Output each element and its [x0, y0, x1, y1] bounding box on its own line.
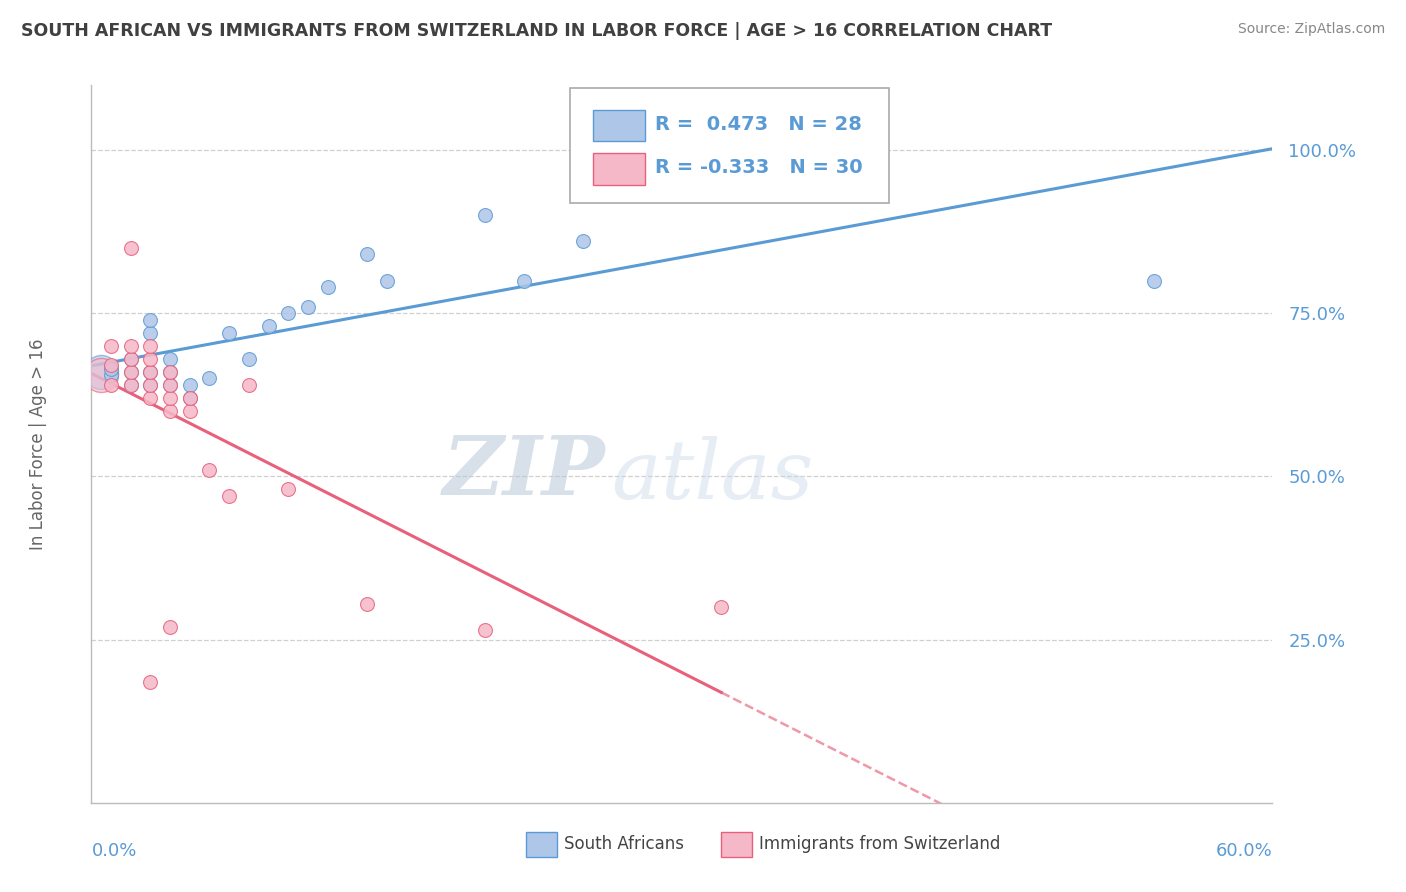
- Text: R =  0.473   N = 28: R = 0.473 N = 28: [655, 115, 862, 134]
- Point: [139, 378, 162, 392]
- Point: [120, 378, 142, 392]
- Point: [179, 378, 201, 392]
- Point: [159, 391, 181, 405]
- Point: [238, 378, 260, 392]
- Point: [159, 378, 181, 392]
- Point: [100, 359, 122, 373]
- Point: [474, 208, 496, 222]
- Point: [120, 351, 142, 366]
- Point: [1143, 274, 1166, 288]
- Point: [730, 169, 752, 183]
- Point: [120, 339, 142, 353]
- Text: 0.0%: 0.0%: [91, 842, 136, 860]
- Point: [120, 351, 142, 366]
- Point: [179, 391, 201, 405]
- Point: [375, 274, 398, 288]
- Point: [100, 368, 122, 383]
- Point: [572, 235, 595, 249]
- Point: [218, 326, 240, 340]
- Point: [100, 339, 122, 353]
- Text: In Labor Force | Age > 16: In Labor Force | Age > 16: [30, 338, 48, 549]
- Point: [159, 365, 181, 379]
- Text: Immigrants from Switzerland: Immigrants from Switzerland: [759, 835, 1000, 853]
- Point: [139, 365, 162, 379]
- Point: [90, 365, 112, 379]
- Point: [198, 371, 221, 385]
- Text: atlas: atlas: [612, 436, 814, 516]
- Point: [179, 404, 201, 418]
- Point: [90, 368, 112, 383]
- Point: [139, 378, 162, 392]
- FancyBboxPatch shape: [593, 153, 645, 185]
- Text: SOUTH AFRICAN VS IMMIGRANTS FROM SWITZERLAND IN LABOR FORCE | AGE > 16 CORRELATI: SOUTH AFRICAN VS IMMIGRANTS FROM SWITZER…: [21, 22, 1052, 40]
- Point: [120, 378, 142, 392]
- Point: [139, 675, 162, 690]
- Point: [120, 365, 142, 379]
- Point: [277, 306, 299, 320]
- Point: [159, 351, 181, 366]
- Point: [159, 619, 181, 633]
- FancyBboxPatch shape: [526, 832, 557, 856]
- Point: [100, 361, 122, 376]
- Point: [513, 274, 536, 288]
- Point: [257, 319, 280, 334]
- Point: [139, 351, 162, 366]
- FancyBboxPatch shape: [569, 88, 889, 203]
- Point: [159, 404, 181, 418]
- Text: R = -0.333   N = 30: R = -0.333 N = 30: [655, 158, 862, 177]
- Point: [139, 326, 162, 340]
- FancyBboxPatch shape: [721, 832, 752, 856]
- Point: [277, 483, 299, 497]
- Text: Source: ZipAtlas.com: Source: ZipAtlas.com: [1237, 22, 1385, 37]
- Point: [297, 300, 319, 314]
- Point: [139, 339, 162, 353]
- Point: [316, 280, 339, 294]
- Text: South Africans: South Africans: [564, 835, 683, 853]
- Point: [139, 391, 162, 405]
- Text: ZIP: ZIP: [443, 433, 605, 513]
- Point: [198, 463, 221, 477]
- Point: [139, 312, 162, 326]
- Point: [710, 599, 733, 614]
- Point: [179, 391, 201, 405]
- Point: [356, 597, 378, 611]
- Point: [474, 623, 496, 637]
- Point: [120, 241, 142, 255]
- Text: 60.0%: 60.0%: [1216, 842, 1272, 860]
- Point: [159, 365, 181, 379]
- FancyBboxPatch shape: [593, 110, 645, 142]
- Point: [218, 489, 240, 503]
- Point: [120, 365, 142, 379]
- Point: [356, 247, 378, 261]
- Point: [100, 378, 122, 392]
- Point: [159, 378, 181, 392]
- Point: [139, 365, 162, 379]
- Point: [238, 351, 260, 366]
